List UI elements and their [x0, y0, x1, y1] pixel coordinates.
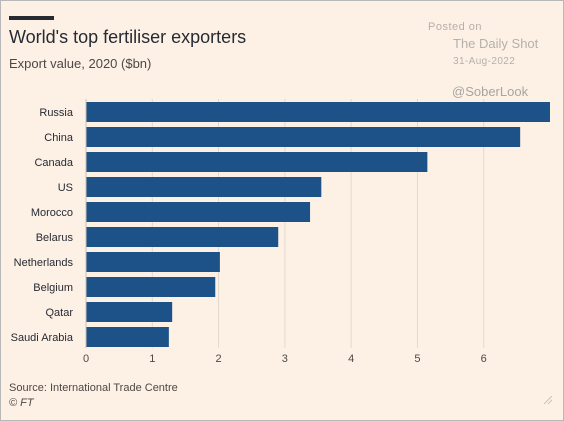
category-label: US [58, 182, 73, 194]
category-label: Russia [39, 107, 74, 119]
category-label: Canada [34, 157, 73, 169]
category-label: Netherlands [14, 257, 74, 269]
bar [86, 202, 311, 222]
bar [86, 252, 220, 272]
watermark-posted: Posted on [428, 21, 483, 33]
bar [86, 277, 216, 297]
category-label: Belarus [36, 232, 74, 244]
category-label: Qatar [45, 307, 73, 319]
x-tick-label: 0 [83, 353, 89, 365]
chart-title: World's top fertiliser exporters [9, 27, 247, 47]
resize-grip-icon[interactable] [544, 396, 552, 404]
bar [86, 102, 550, 122]
x-tick-label: 4 [348, 353, 354, 365]
bar [86, 327, 169, 347]
category-label: China [44, 132, 74, 144]
bar [86, 177, 322, 197]
watermark-date: 31-Aug-2022 [453, 56, 516, 67]
bar [86, 152, 428, 172]
title-accent-line [9, 16, 54, 20]
source-note: Source: International Trade Centre [9, 382, 178, 394]
bar [86, 302, 173, 322]
x-tick-label: 1 [149, 353, 155, 365]
copyright-note: © FT [9, 397, 34, 409]
category-label: Morocco [31, 207, 73, 219]
bar [86, 227, 279, 247]
x-tick-label: 2 [216, 353, 222, 365]
category-label: Belgium [33, 282, 73, 294]
bar [86, 127, 521, 147]
watermark-handle: @SoberLook [452, 84, 529, 99]
watermark-name: The Daily Shot [453, 36, 539, 51]
x-tick-label: 6 [481, 353, 487, 365]
x-tick-label: 3 [282, 353, 288, 365]
chart-subtitle: Export value, 2020 ($bn) [9, 56, 152, 71]
x-tick-label: 5 [414, 353, 420, 365]
category-label: Saudi Arabia [11, 332, 74, 344]
